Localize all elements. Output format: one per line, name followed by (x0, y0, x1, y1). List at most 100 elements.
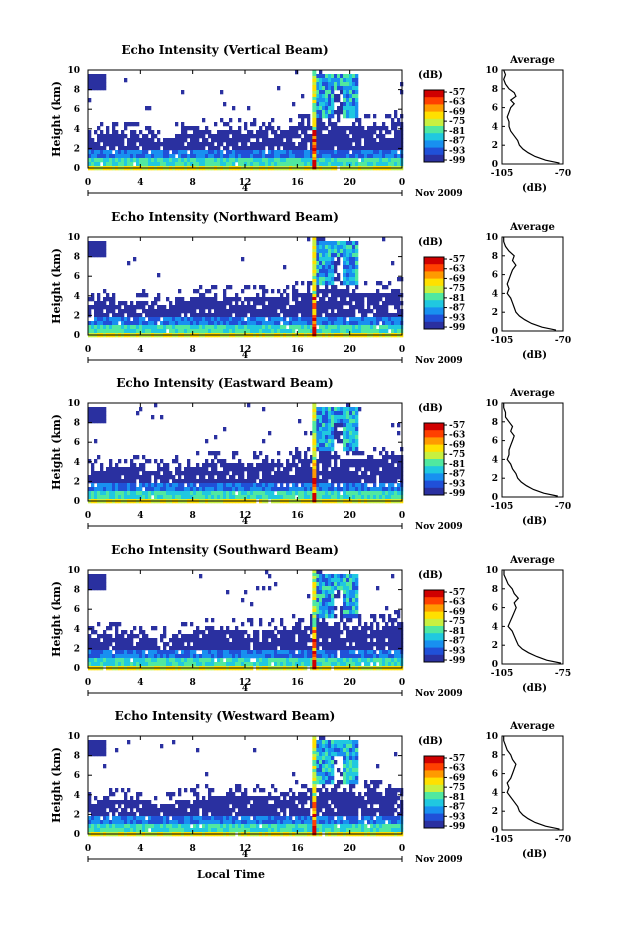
heatmap-cell (310, 313, 314, 318)
heatmap-cell (184, 158, 188, 163)
heatmap-cell (106, 650, 110, 655)
heatmap-cell (349, 487, 353, 492)
heatmap-cell (346, 257, 350, 262)
heatmap-cell (103, 138, 107, 143)
heatmap-cell (277, 467, 281, 472)
heatmap-cell (337, 138, 341, 143)
heatmap-cell (214, 650, 218, 655)
heatmap-cell (190, 634, 194, 639)
heatmap-cell (394, 293, 398, 298)
heatmap-cell (181, 658, 185, 663)
heatmap-cell (280, 487, 284, 492)
heatmap-cell (334, 253, 338, 258)
heatmap-cell (238, 130, 242, 135)
heatmap-cell (310, 614, 314, 619)
heatmap-cell (307, 321, 311, 326)
heatmap-cell (337, 241, 341, 246)
heatmap-cell (283, 313, 287, 318)
heatmap-cell (394, 329, 398, 334)
heatmap-cell (295, 317, 299, 322)
heatmap-cell (331, 126, 335, 131)
heatmap-cell (103, 415, 107, 420)
heatmap-cell (121, 658, 125, 663)
heatmap-cell (91, 483, 95, 488)
heatmap-cell (187, 638, 191, 643)
heatmap-cell (337, 475, 341, 480)
heatmap-cell (235, 642, 239, 647)
heatmap-cell (139, 313, 143, 318)
heatmap-cell (103, 86, 107, 91)
heatmap-cell (355, 277, 359, 282)
y-tick-label: 2 (74, 311, 80, 321)
heatmap-cell (316, 253, 320, 258)
heatmap-cell (322, 582, 326, 587)
heatmap-cell (289, 150, 293, 155)
heatmap-cell (214, 495, 218, 500)
heatmap-cell (205, 618, 209, 623)
heatmap-cell (343, 273, 347, 278)
heatmap-cell (106, 162, 110, 167)
heatmap-cell (312, 463, 317, 467)
heatmap-cell (312, 151, 317, 155)
heatmap-cell (301, 495, 305, 500)
heatmap-cell (226, 491, 230, 496)
heatmap-cell (316, 142, 320, 147)
heatmap-cell (352, 158, 356, 163)
heatmap-cell (340, 475, 344, 480)
heatmap-cell (229, 662, 233, 667)
heatmap-cell (91, 329, 95, 334)
heatmap-cell (178, 491, 182, 496)
heatmap-cell (283, 134, 287, 139)
heatmap-cell (250, 313, 254, 318)
heatmap-cell (295, 301, 299, 306)
heatmap-cell (148, 479, 152, 484)
heatmap-cell (295, 662, 299, 667)
heatmap-cell (316, 582, 320, 587)
heatmap-cell (184, 487, 188, 492)
heatmap-cell (106, 158, 110, 163)
heatmap-cell (175, 134, 179, 139)
heatmap-cell (295, 281, 299, 286)
heatmap-cell (334, 134, 338, 139)
heatmap-cell (163, 325, 167, 330)
heatmap-cell (280, 305, 284, 310)
heatmap-cell (295, 321, 299, 326)
heatmap-cell (295, 130, 299, 135)
heatmap-cell (244, 305, 248, 310)
heatmap-cell (223, 634, 227, 639)
heatmap-cell (289, 313, 293, 318)
heatmap-cell (187, 479, 191, 484)
heatmap-cell (312, 484, 317, 488)
heatmap-cell (358, 118, 362, 123)
heatmap-cell (202, 309, 206, 314)
heatmap-cell (274, 638, 278, 643)
heatmap-cell (322, 642, 326, 647)
heatmap-cell (127, 479, 131, 484)
heatmap-cell (310, 658, 314, 663)
heatmap-cell (139, 630, 143, 635)
heatmap-cell (388, 495, 392, 500)
heatmap-cell (112, 654, 116, 659)
heatmap-cell (319, 586, 323, 591)
heatmap-cell (307, 134, 311, 139)
heatmap-cell (238, 459, 242, 464)
heatmap-cell (289, 650, 293, 655)
heatmap-cell (295, 293, 299, 298)
heatmap-cell (316, 150, 320, 155)
heatmap-cell (316, 447, 320, 452)
heatmap-cell (295, 150, 299, 155)
heatmap-cell (316, 578, 320, 583)
heatmap-cell (145, 658, 149, 663)
heatmap-cell (262, 475, 266, 480)
heatmap-cell (307, 150, 311, 155)
heatmap-cell (379, 150, 383, 155)
heatmap-cell (181, 305, 185, 310)
heatmap-cell (286, 642, 290, 647)
heatmap-cell (124, 305, 128, 310)
heatmap-cell (190, 495, 194, 500)
heatmap-cell (109, 495, 113, 500)
heatmap-cell (106, 126, 110, 131)
heatmap-cell (382, 317, 386, 322)
heatmap-cell (334, 277, 338, 282)
heatmap-cell (352, 98, 356, 103)
